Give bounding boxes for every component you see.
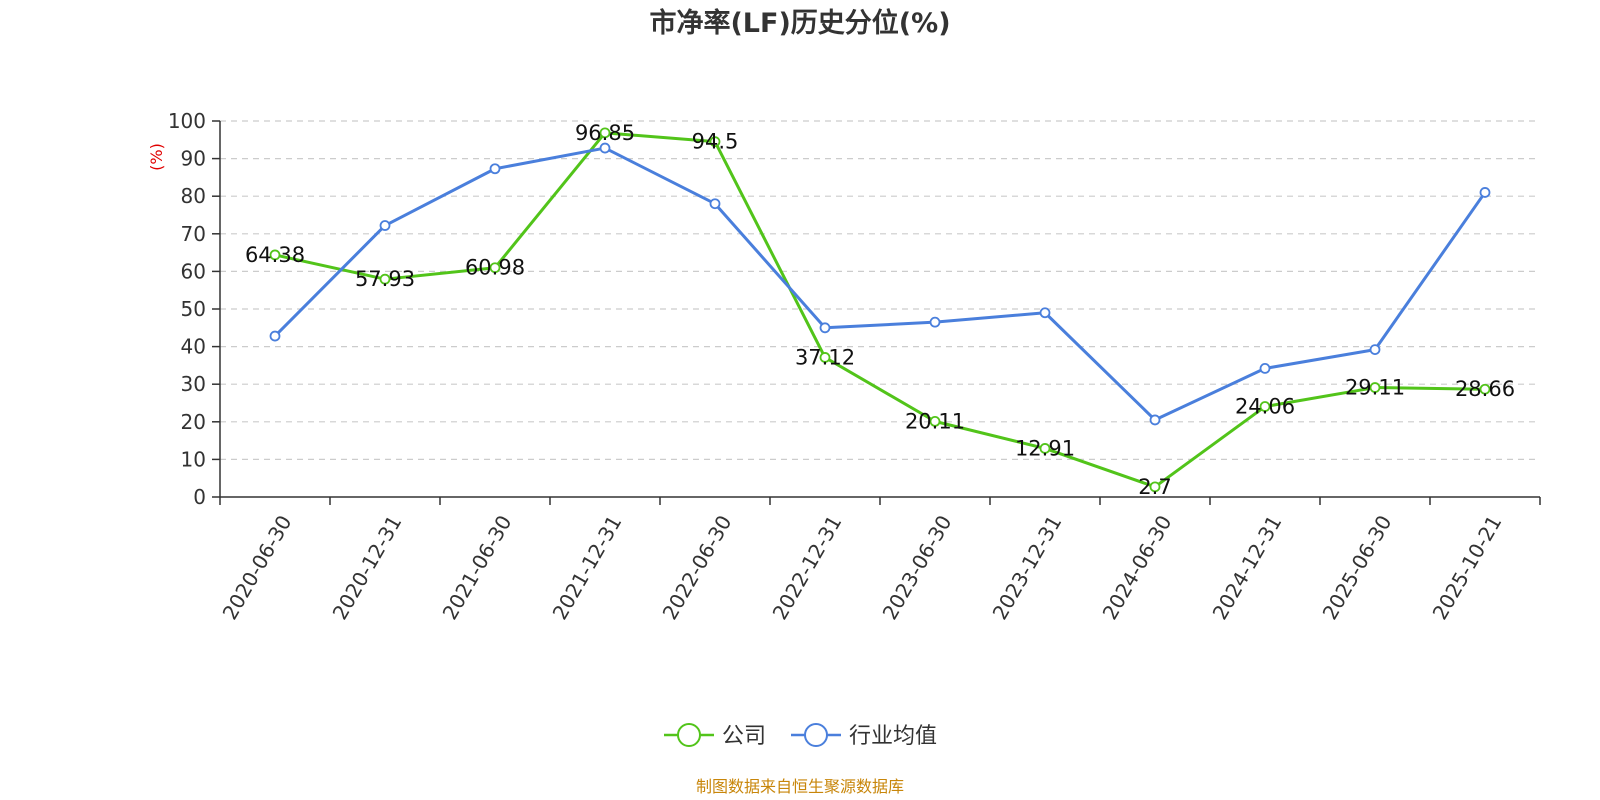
grid-lines (220, 120, 1540, 460)
x-tick-label: 2025-06-30 (1318, 511, 1397, 624)
y-axis-label: (%) (147, 143, 166, 171)
legend[interactable]: 公司 行业均值 (664, 723, 937, 749)
legend-marker (677, 723, 701, 747)
chart-title: 市净率(LF)历史分位(%) (649, 7, 950, 39)
data-point (1369, 344, 1381, 356)
x-tick-label: 2025-10-21 (1428, 511, 1507, 624)
data-point (819, 322, 831, 334)
y-tick-label: 20 (181, 410, 206, 434)
data-label: 2.7 (1138, 475, 1171, 499)
data-point (599, 127, 611, 139)
legend-item-1[interactable]: 行业均值 (791, 723, 937, 749)
data-point (269, 249, 281, 261)
x-tick-label: 2023-06-30 (878, 511, 957, 624)
legend-label: 行业均值 (849, 724, 937, 749)
data-point (489, 163, 501, 175)
y-axis-ticks: 0 10 20 30 40 50 60 70 80 90 100 (168, 109, 220, 509)
data-point (1259, 363, 1271, 374)
x-tick-label: 2021-12-31 (548, 511, 627, 624)
series-1 (269, 142, 1491, 426)
data-label: 37.12 (795, 345, 855, 369)
y-tick-label: 80 (181, 184, 206, 208)
y-tick-label: 10 (181, 447, 206, 471)
y-tick-label: 100 (168, 109, 206, 133)
data-point (709, 198, 721, 210)
data-label: 28.66 (1455, 377, 1515, 401)
x-tick-label: 2023-12-31 (988, 511, 1067, 624)
data-label: 60.98 (465, 256, 525, 280)
data-point (379, 273, 391, 285)
y-tick-label: 30 (181, 372, 206, 396)
y-tick-label: 50 (181, 297, 206, 321)
data-point (599, 142, 611, 154)
x-tick-label: 2024-06-30 (1098, 511, 1177, 624)
data-point (1259, 401, 1271, 412)
data-label: 29.11 (1345, 376, 1405, 400)
x-tick-label: 2020-12-31 (328, 511, 407, 624)
series-0 (269, 127, 1491, 493)
data-label: 12.91 (1015, 436, 1075, 460)
series-line (273, 146, 1487, 422)
data-point (1039, 307, 1051, 319)
legend-item-0[interactable]: 公司 (664, 723, 766, 749)
y-tick-label: 40 (181, 335, 206, 359)
x-tick-label: 2022-06-30 (658, 511, 737, 624)
data-point (1369, 382, 1381, 393)
data-point (1039, 443, 1051, 454)
data-label: 64.38 (245, 243, 305, 267)
x-tick-label: 2020-06-30 (218, 511, 297, 624)
data-point (709, 136, 721, 148)
series-line (274, 131, 1486, 489)
data-label: 24.06 (1235, 395, 1295, 419)
data-label: 57.93 (355, 267, 415, 291)
data-point (1479, 187, 1491, 198)
data-point (1149, 481, 1161, 493)
x-tick-label: 2022-12-31 (768, 511, 847, 624)
x-axis-ticks: 2020-06-30 2020-12-31 2021-06-30 2021-12-31… (218, 497, 1541, 624)
legend-marker (804, 723, 828, 747)
y-tick-label: 90 (181, 147, 206, 171)
data-label: 96.85 (575, 121, 635, 145)
data-point (489, 262, 501, 274)
data-label: 20.11 (905, 409, 965, 433)
data-point (269, 330, 281, 342)
x-tick-label: 2021-06-30 (438, 511, 517, 624)
data-point (1479, 383, 1491, 395)
data-point (379, 220, 391, 231)
x-tick-label: 2024-12-31 (1208, 511, 1287, 624)
series-layer (269, 127, 1491, 493)
legend-label: 公司 (722, 724, 766, 749)
data-point (929, 316, 941, 328)
y-tick-label: 70 (181, 222, 206, 246)
data-label: 94.5 (692, 130, 739, 154)
y-tick-label: 60 (181, 259, 206, 283)
data-source-note: 制图数据来自恒生聚源数据库 (696, 777, 904, 796)
data-point (1149, 414, 1161, 426)
y-tick-label: 0 (193, 485, 206, 509)
data-labels: 64.38 57.93 60.98 96.85 94.5 37.12 20.11 12.91 2… (245, 121, 1515, 499)
data-point (819, 352, 831, 363)
data-point (929, 415, 941, 427)
